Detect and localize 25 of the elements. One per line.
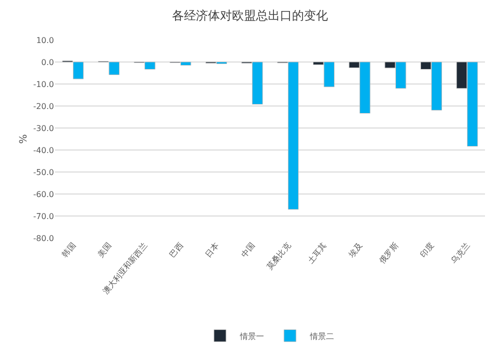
chart-title: 各经济体对欧盟总出口的变化 (172, 8, 328, 22)
y-tick-label: 0.0 (41, 58, 54, 67)
legend-label: 情景一 (239, 332, 264, 341)
legend-label: 情景二 (309, 332, 334, 341)
x-tick-label: 埃及 (346, 241, 364, 260)
y-tick-label: -40.0 (33, 146, 54, 155)
x-tick-label: 莫桑比克 (265, 241, 293, 272)
x-tick-label: 俄罗斯 (378, 241, 400, 266)
x-tick-label: 乌克兰 (449, 241, 472, 266)
x-tick-label: 印度 (418, 241, 436, 260)
y-tick-label: -20.0 (33, 102, 54, 111)
y-tick-label: 10.0 (36, 36, 54, 45)
x-tick-label: 中国 (239, 241, 257, 260)
x-tick-label: 日本 (204, 241, 221, 260)
y-axis-title: % (18, 134, 30, 144)
x-tick-label: 韩国 (60, 241, 78, 260)
x-tick-label: 巴西 (168, 241, 186, 260)
y-tick-label: -60.0 (33, 190, 54, 199)
y-tick-label: -50.0 (33, 168, 54, 177)
x-tick-label: 美国 (96, 241, 114, 260)
y-tick-label: -70.0 (33, 212, 54, 221)
y-tick-label: -30.0 (33, 124, 54, 133)
y-tick-label: -80.0 (33, 234, 54, 243)
y-tick-label: -10.0 (33, 80, 54, 89)
x-tick-label: 土耳其 (306, 241, 328, 266)
